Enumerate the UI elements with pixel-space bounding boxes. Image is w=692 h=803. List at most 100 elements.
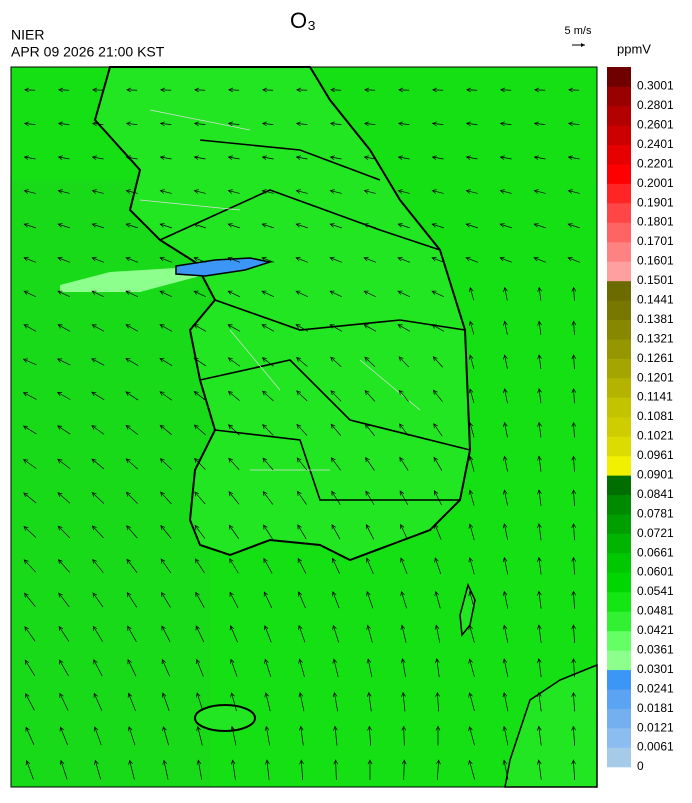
wind-arrow xyxy=(159,223,172,229)
wind-arrow xyxy=(571,421,577,438)
colorbar-label: 0.0301 xyxy=(637,662,674,676)
wind-arrow xyxy=(160,558,172,574)
wind-arrow xyxy=(502,455,508,472)
wind-arrow xyxy=(161,591,171,608)
wind-arrow xyxy=(298,725,304,746)
wind-arrow xyxy=(432,87,444,93)
wind-arrow xyxy=(469,286,475,301)
wind-arrow xyxy=(298,658,305,677)
wind-arrow xyxy=(571,624,576,643)
wind-arrow xyxy=(468,421,475,438)
colorbar-segment xyxy=(607,358,631,379)
wind-arrow xyxy=(468,658,475,677)
wind-arrow xyxy=(329,155,342,160)
wind-arrow xyxy=(330,87,342,93)
colorbar-segment xyxy=(607,689,631,709)
wind-arrow xyxy=(24,592,36,607)
colorbar-label: 0.1141 xyxy=(637,390,673,404)
wind-arrow xyxy=(499,121,512,127)
wind-arrow xyxy=(23,559,37,573)
wind-arrow xyxy=(399,423,409,437)
wind-arrow xyxy=(397,121,410,127)
colorbar-label: 0.1701 xyxy=(637,234,674,248)
wind-arrow xyxy=(433,456,443,471)
colorbar-segment xyxy=(607,669,631,690)
wind-arrow xyxy=(431,155,444,160)
wind-arrow xyxy=(571,387,577,404)
wind-arrow xyxy=(431,189,444,194)
wind-arrow xyxy=(265,759,270,780)
colorbar-label: 0.0961 xyxy=(637,448,674,462)
colorbar-label: 0.3001 xyxy=(637,79,674,93)
colorbar-segment xyxy=(607,280,631,301)
wind-arrow xyxy=(567,189,580,194)
wind-arrow xyxy=(23,121,36,127)
wind-arrow xyxy=(329,223,342,229)
wind-arrow xyxy=(159,290,173,298)
wind-arrow xyxy=(91,391,105,401)
wind-arrow xyxy=(264,658,272,677)
wind-arrow xyxy=(468,354,475,369)
wind-arrow xyxy=(57,121,70,127)
wind-arrow xyxy=(571,725,576,746)
wind-arrow xyxy=(401,759,407,780)
colorbar-label: 0.0241 xyxy=(637,681,674,695)
colorbar-segment xyxy=(607,339,631,359)
wind-arrow xyxy=(503,286,508,301)
colorbar-label: 0.1261 xyxy=(637,351,674,365)
wind-arrow xyxy=(400,624,407,643)
wind-arrow xyxy=(298,692,305,712)
wind-arrow xyxy=(127,625,137,642)
wind-arrow xyxy=(193,189,206,194)
wind-arrow xyxy=(537,354,542,370)
colorbar-label: 0.0901 xyxy=(637,468,674,482)
wind-arrow xyxy=(22,425,37,435)
wind-arrow xyxy=(227,223,240,229)
wind-arrow xyxy=(365,456,375,471)
wind-arrow xyxy=(93,659,103,677)
wind-arrow xyxy=(400,590,407,609)
wind-arrow xyxy=(567,223,580,229)
wind-arrow xyxy=(400,523,408,540)
wind-arrow xyxy=(365,523,375,540)
wind-arrow xyxy=(297,524,307,540)
colorbar-label: 0.0721 xyxy=(637,526,674,540)
wind-arrow xyxy=(23,459,37,469)
wind-arrow xyxy=(399,456,409,471)
wind-arrow xyxy=(261,290,275,298)
wind-arrow xyxy=(195,625,205,643)
vector-scale-label: 5 m/s xyxy=(565,25,592,37)
wind-field xyxy=(22,87,581,780)
wind-arrow xyxy=(431,324,445,332)
wind-arrow xyxy=(92,87,104,93)
wind-arrow xyxy=(330,457,341,471)
wind-arrow xyxy=(502,590,509,609)
wind-arrow xyxy=(22,358,37,366)
colorbar-label: 0.0181 xyxy=(637,701,674,715)
wind-arrow xyxy=(499,256,513,263)
wind-arrow xyxy=(364,356,376,368)
wind-arrow xyxy=(567,256,581,263)
wind-arrow xyxy=(23,492,37,504)
colorbar-label: 0.2201 xyxy=(637,156,674,170)
wind-arrow xyxy=(468,489,475,506)
low-patch xyxy=(175,257,273,277)
wind-arrow xyxy=(366,691,372,712)
colorbar-segment xyxy=(607,630,631,651)
wind-arrow xyxy=(261,189,274,194)
wind-arrow xyxy=(126,592,138,608)
wind-arrow xyxy=(434,658,440,678)
wind-arrow xyxy=(57,256,71,263)
wind-arrow xyxy=(537,590,542,609)
wind-arrow xyxy=(329,290,343,298)
wind-arrow xyxy=(397,189,410,194)
wind-arrow xyxy=(571,320,577,335)
wind-arrow xyxy=(59,692,69,711)
colorbar-label: 0.1381 xyxy=(637,312,674,326)
wind-arrow xyxy=(571,286,577,301)
wind-arrow xyxy=(193,223,206,229)
wind-arrow xyxy=(261,390,274,402)
wind-arrow xyxy=(537,388,542,404)
wind-arrow xyxy=(92,625,103,642)
wind-arrow xyxy=(228,87,240,93)
